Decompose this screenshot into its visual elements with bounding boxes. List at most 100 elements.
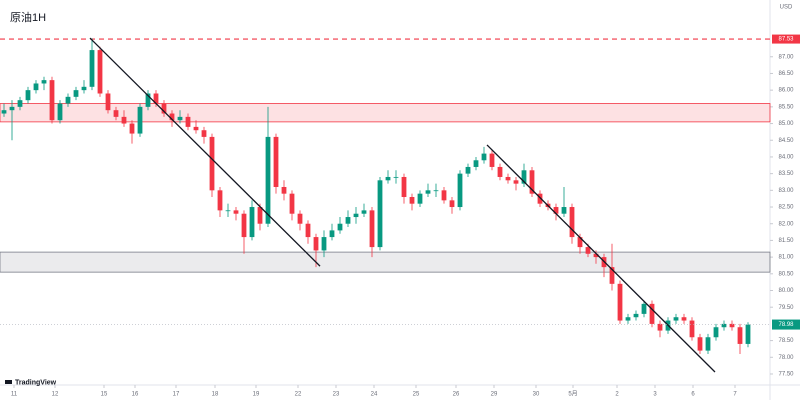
candle-body [657,323,663,331]
candle-body [49,80,55,121]
candle-body [369,210,375,248]
candle-body [169,113,175,121]
candle-body [481,153,487,161]
candle-body [17,100,23,107]
x-tick-label: 17 [173,392,180,398]
candle-body [521,170,527,184]
trend-line [486,144,716,373]
candle-body [25,90,31,101]
y-tick-label: 86.00 [778,88,794,94]
candle-body [593,253,599,258]
candle-body [537,193,543,204]
candle-body [193,126,199,131]
candle-body [305,223,311,238]
candle-body [257,207,263,224]
candle-body [329,230,335,238]
candle-body [689,320,695,338]
y-tick-label: 80.00 [778,288,794,294]
x-tick-label: 24 [371,392,378,398]
candle-body [201,130,207,137]
candle-body [457,173,463,208]
candle-body [217,190,223,211]
y-tick-label: 84.00 [778,155,794,161]
candle-body [89,50,95,87]
candle-body [345,217,351,224]
candle-body [417,193,423,204]
candle-body [129,123,135,134]
y-tick-label: 86.50 [778,71,794,77]
candle-body [649,303,655,324]
candle-body [225,210,231,212]
candle-body [385,176,391,181]
y-tick-label: 81.00 [778,255,794,261]
trend-line [89,37,321,267]
y-tick-label: 79.50 [778,305,794,311]
candle-body [617,283,623,321]
candle-body [177,116,183,121]
candle-body [377,180,383,248]
x-tick-label: 7 [733,392,737,398]
candle-body [145,93,151,107]
candle-body [401,176,407,198]
candle-body [553,207,559,214]
y-tick-label: 77.50 [778,372,794,378]
x-tick-label: 3 [653,392,657,398]
logo-mark [5,380,12,384]
zone [0,103,771,123]
candle-body [9,106,15,111]
x-tick-label: 2 [615,392,619,398]
y-tick-label: 83.50 [778,171,794,177]
x-tick-label: 5月 [568,391,577,398]
candle-body [273,136,279,187]
candle-body [153,93,159,104]
candle-body [609,267,615,284]
chart-title: 原油1H [10,10,46,24]
candle-body [353,213,359,218]
y-tick-label: 81.50 [778,238,794,244]
candle-body [697,337,703,351]
candle-body [409,197,415,204]
candle-body [137,106,143,134]
x-tick-label: 18 [212,392,219,398]
candle-body [185,116,191,127]
y-tick-label: 82.00 [778,221,794,227]
candle-body [513,180,519,184]
candle-body [465,166,471,174]
candle-body [585,247,591,254]
x-tick-label: 16 [132,392,139,398]
candle-body [209,136,215,191]
candle-body [121,116,127,124]
candle-body [57,103,63,121]
x-tick-label: 11 [11,392,18,398]
currency-label: USD [780,5,793,11]
y-tick-label: 84.50 [778,138,794,144]
y-tick-label: 80.50 [778,271,794,277]
candle-body [313,237,319,251]
candle-body [113,110,119,117]
x-tick-label: 12 [52,392,59,398]
candle-body [97,50,103,94]
candle-body [633,313,639,318]
x-tick-label: 15 [101,392,108,398]
x-tick-label: 22 [295,392,302,398]
y-tick-label: 83.00 [778,188,794,194]
candle-body [505,176,511,181]
candle-body [729,323,735,328]
candle-body [705,337,711,351]
candle-body [721,323,727,328]
candle-body [641,303,647,314]
x-tick-label: 19 [253,392,260,398]
candle-body [569,207,575,238]
candle-body [489,153,495,167]
candle-body [233,210,239,214]
candle-body [449,200,455,208]
candle-body [65,96,71,104]
y-tick-label: 82.50 [778,205,794,211]
x-tick-label: 23 [333,392,340,398]
candle-body [441,190,447,201]
level-label: 87.53 [778,37,794,43]
candle-body [337,223,343,231]
candle-body [681,317,687,321]
